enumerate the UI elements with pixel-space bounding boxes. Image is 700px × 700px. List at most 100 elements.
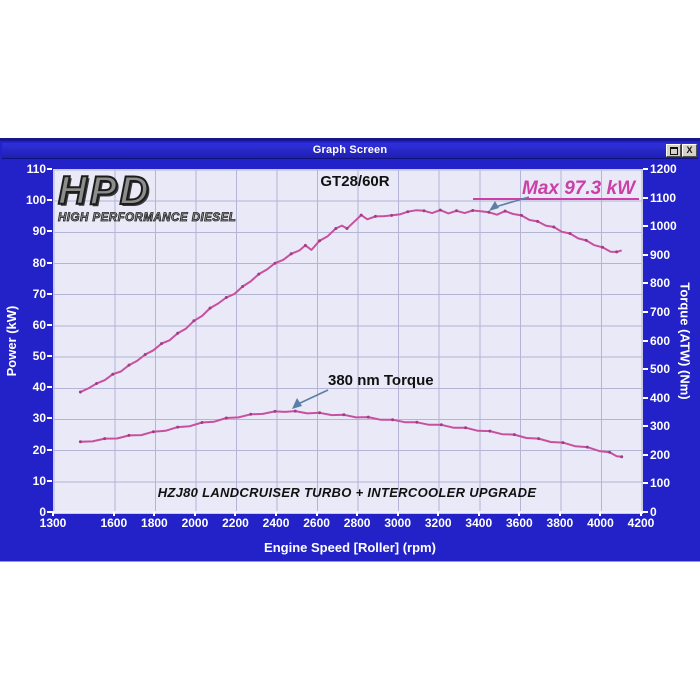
restore-button[interactable] [666,144,681,157]
torque-tick-label: 900 [650,247,671,262]
x-tick-mark [275,512,278,516]
vehicle-caption: HZJ80 LANDCRUISER TURBO + INTERCOOLER UP… [157,485,537,500]
torque-tick-label: 0 [650,505,657,519]
torque-tick-label: 400 [650,390,671,405]
power-tick-mark [47,479,52,482]
torque-tick-label: 500 [650,362,671,377]
torque-tick-label: 1000 [650,219,677,234]
x-tick-label: 4000 [587,516,614,530]
power-tick-mark [47,292,52,295]
power-tick-mark [47,386,52,389]
torque-tick-label: 700 [650,304,671,319]
x-tick-mark [52,512,54,516]
power-tick-label: 80 [32,255,46,270]
power-tick-mark [47,511,52,513]
x-tick-mark [193,512,196,516]
torque-tick-label: 100 [650,476,671,491]
x-tick-mark [112,512,115,516]
torque-tick-mark [643,368,648,371]
torque-tick-label: 1100 [650,190,677,205]
restore-icon [669,146,678,155]
x-axis-title: Engine Speed [Roller] (rpm) [264,540,436,555]
x-tick-label: 3200 [424,516,452,530]
x-tick-label: 3600 [505,516,533,530]
torque-tick-mark [643,425,648,428]
x-tick-mark [558,512,561,516]
max-torque-arrow-icon [292,389,329,409]
torque-tick-mark [643,282,648,285]
hpd-logo-acronym: HPD [57,169,152,213]
x-tick-label: 2000 [181,516,209,530]
x-tick-label: 1800 [141,516,168,530]
x-tick-mark [640,512,642,516]
torque-tick-mark [643,225,648,228]
hpd-logo-subtitle: HIGH PERFORMANCE DIESEL [58,212,237,225]
torque-tick-label: 600 [650,333,671,348]
graph-screen-window: Graph Screen X HPD HIGH PERFORMANCE DIES… [0,138,700,561]
x-axis-line [49,511,645,513]
power-tick-mark [47,261,52,264]
torque-tick-mark [643,253,648,256]
x-tick-mark [518,512,521,516]
power-tick-label: 90 [32,224,46,239]
x-tick-label: 2600 [303,516,330,530]
x-tick-mark [315,512,318,516]
plot-area [53,169,643,514]
torque-tick-label: 1200 [650,162,677,176]
power-tick-label: 100 [25,193,46,208]
torque-tick-mark [643,453,648,456]
x-tick-mark [437,512,440,516]
x-tick-mark [599,512,602,516]
x-tick-label: 1600 [100,516,128,530]
window-title: Graph Screen [312,144,388,156]
power-tick-mark [47,448,52,451]
x-tick-label: 3400 [465,516,493,530]
dyno-chart-svg [54,170,642,513]
power-tick-label: 60 [32,317,46,332]
x-tick-mark [477,512,480,516]
x-tick-label: 2400 [262,516,290,530]
torque-tick-label: 200 [650,447,671,462]
power-tick-mark [47,230,52,233]
torque-tick-mark [643,339,648,342]
x-tick-mark [234,512,237,516]
power-tick-mark [47,323,52,326]
x-tick-mark [153,512,156,516]
torque-tick-mark [643,196,648,199]
title-bar: Graph Screen X [2,143,698,159]
hpd-logo: HPD HIGH PERFORMANCE DIESEL [57,169,258,225]
power-tick-label: 0 [39,505,46,519]
max-power-annotation: Max 97.3 kW [473,179,639,200]
power-tick-label: 30 [32,411,46,426]
torque-tick-label: 800 [650,276,671,291]
power-tick-mark [47,199,52,202]
power-tick-label: 20 [32,442,46,457]
x-tick-label: 3000 [384,516,412,530]
torque-tick-mark [643,482,648,485]
power-tick-mark [47,417,52,420]
max-torque-annotation: 380 nm Torque [328,372,434,389]
torque-tick-mark [643,310,648,313]
power-tick-label: 110 [26,162,46,176]
chart-title: GT28/60R [320,173,390,190]
close-button[interactable]: X [682,144,697,157]
x-tick-label: 2200 [222,516,249,530]
x-tick-label: 4200 [627,516,655,530]
power-tick-label: 50 [32,349,46,364]
torque-tick-label: 300 [650,419,671,434]
power-tick-mark [47,168,52,170]
torque-tick-mark [643,168,648,170]
power-tick-label: 70 [32,286,46,301]
x-tick-label: 2800 [343,516,371,530]
max-power-arrow-icon [489,196,530,211]
x-tick-mark [396,512,399,516]
x-tick-label: 3800 [546,516,574,530]
power-tick-label: 10 [32,473,46,488]
power-tick-label: 40 [32,380,46,395]
close-icon: X [686,145,693,155]
torque-tick-mark [643,396,648,399]
x-tick-label: 1300 [39,516,67,530]
power-tick-mark [47,355,52,358]
torque-tick-mark [643,511,648,513]
x-tick-mark [356,512,359,516]
